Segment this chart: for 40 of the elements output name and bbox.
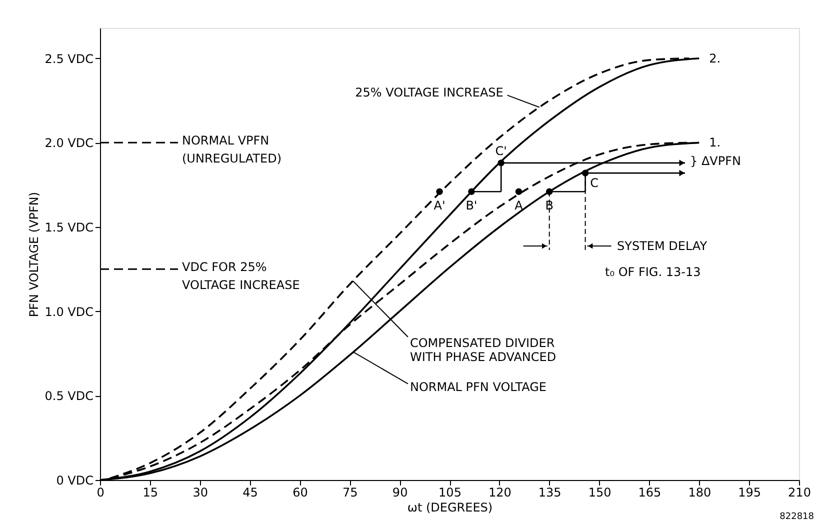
annotation: t₀ OF FIG. 13-13 [605,265,701,279]
annotation: C' [495,144,507,158]
y-tick-label: 2.5 VDC [44,52,94,66]
annotation: B' [466,198,478,213]
ref-line-label: NORMAL VPFN (UNREGULATED) [182,134,282,166]
x-tick-label: 165 [638,486,662,500]
y-axis-title: PFN VOLTAGE (VPFN) [26,192,41,318]
annotation: 25% VOLTAGE INCREASE [355,85,504,100]
y-tick-label: 0.5 VDC [44,389,94,404]
x-axis-title: ωt (DEGREES) [407,500,493,514]
annotation: 2. [709,51,721,66]
x-tick-label: 195 [738,486,762,500]
annotation: COMPENSATED DIVIDER WITH PHASE ADVANCED [410,336,556,364]
annotation: C [590,176,598,190]
ref-line-label: VDC FOR 25% VOLTAGE INCREASE [182,260,300,292]
x-tick-label: 75 [342,486,358,500]
x-tick-label: 135 [538,486,562,500]
annotation: A [514,198,524,213]
annotation: B [545,198,554,213]
x-tick-label: 105 [438,486,462,500]
y-tick-label: 1.0 VDC [44,304,94,319]
y-tick-label: 0 VDC [56,474,94,488]
annotation: NORMAL PFN VOLTAGE [410,380,546,394]
x-tick-label: 120 [488,486,512,500]
annotation: A' [434,198,446,213]
x-tick-label: 90 [392,486,408,500]
x-tick-label: 180 [688,486,712,500]
x-tick-label: 30 [192,486,208,500]
x-tick-label: 150 [588,486,612,500]
annotation: } ΔVPFN [690,154,741,168]
y-tick-label: 1.5 VDC [44,220,94,235]
annotation: SYSTEM DELAY [617,239,708,253]
x-tick-label: 210 [788,486,811,500]
x-tick-label: 60 [292,486,308,500]
annotation: 1. [709,136,721,150]
x-tick-label: 15 [142,486,158,500]
x-tick-label: 0 [96,486,104,500]
y-tick-label: 2.0 VDC [44,136,94,150]
x-tick-label: 45 [242,486,258,500]
text: 822818 [780,512,814,522]
